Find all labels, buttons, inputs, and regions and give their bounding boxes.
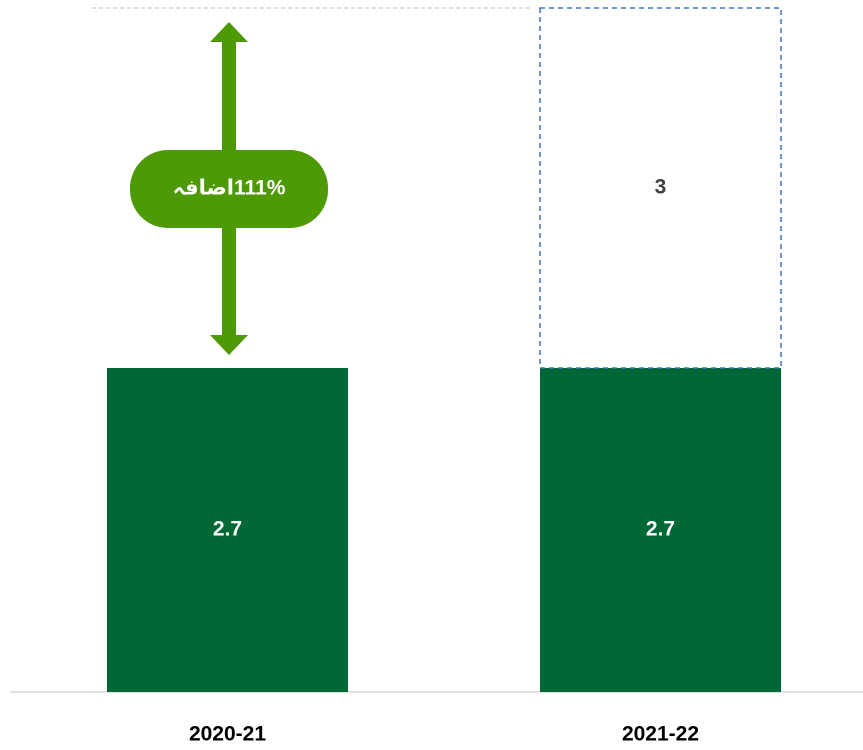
value-label: 3 (655, 176, 667, 199)
bar-segment (107, 368, 348, 692)
annotation: 111%اضافہ (173, 177, 286, 200)
arrow (130, 22, 328, 355)
value-label: 2.7 (646, 518, 675, 541)
bar-segment (539, 7, 782, 369)
bar-segment (540, 368, 781, 692)
x-tick-label: 2020-21 (189, 723, 266, 746)
value-label: 2.7 (213, 518, 242, 541)
x-tick-label: 2021-22 (622, 723, 699, 746)
